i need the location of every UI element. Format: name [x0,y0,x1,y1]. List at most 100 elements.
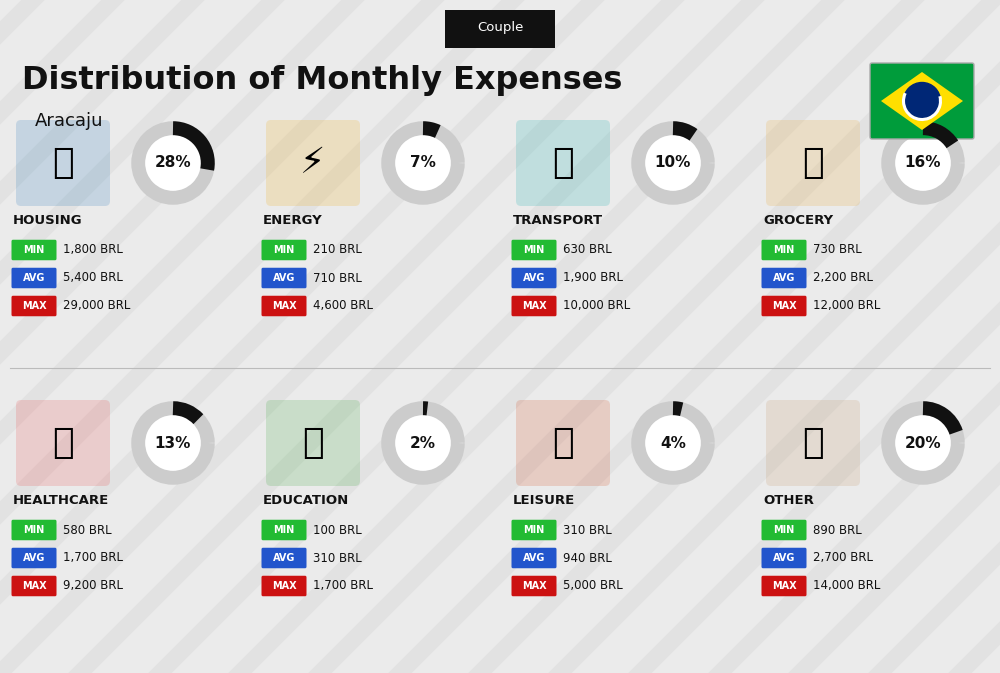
FancyBboxPatch shape [12,520,56,540]
Text: 16%: 16% [905,155,941,170]
Text: MIN: MIN [273,525,295,535]
Text: LEISURE: LEISURE [513,493,575,507]
FancyBboxPatch shape [512,295,556,316]
FancyBboxPatch shape [516,400,610,486]
Text: 10,000 BRL: 10,000 BRL [563,299,630,312]
Circle shape [633,123,713,203]
Text: 630 BRL: 630 BRL [563,244,612,256]
Text: 310 BRL: 310 BRL [563,524,612,536]
Text: 14,000 BRL: 14,000 BRL [813,579,880,592]
Text: AVG: AVG [273,273,295,283]
Text: 🛍: 🛍 [552,426,574,460]
Text: GROCERY: GROCERY [763,213,833,227]
Text: 710 BRL: 710 BRL [313,271,362,285]
FancyBboxPatch shape [16,120,110,206]
Circle shape [633,403,713,483]
Text: MAX: MAX [22,301,46,311]
Text: 4,600 BRL: 4,600 BRL [313,299,373,312]
Text: AVG: AVG [23,273,45,283]
FancyBboxPatch shape [266,120,360,206]
Text: 20%: 20% [905,435,941,450]
Text: 29,000 BRL: 29,000 BRL [63,299,130,312]
FancyBboxPatch shape [12,575,56,596]
Text: MAX: MAX [22,581,46,591]
FancyBboxPatch shape [12,548,56,568]
Text: AVG: AVG [23,553,45,563]
FancyBboxPatch shape [262,575,306,596]
Circle shape [383,403,463,483]
Text: AVG: AVG [273,553,295,563]
Text: AVG: AVG [523,273,545,283]
Text: 1,700 BRL: 1,700 BRL [63,551,123,565]
FancyBboxPatch shape [262,295,306,316]
Text: 100 BRL: 100 BRL [313,524,362,536]
Text: MIN: MIN [23,525,45,535]
Text: HEALTHCARE: HEALTHCARE [13,493,109,507]
Text: 2,700 BRL: 2,700 BRL [813,551,873,565]
Text: 🛒: 🛒 [802,146,824,180]
FancyBboxPatch shape [262,520,306,540]
Circle shape [883,403,963,483]
Text: 730 BRL: 730 BRL [813,244,862,256]
Text: MAX: MAX [272,581,296,591]
Circle shape [883,123,963,203]
Text: ⚡: ⚡ [300,146,326,180]
Text: 👜: 👜 [802,426,824,460]
FancyBboxPatch shape [762,295,806,316]
FancyBboxPatch shape [512,520,556,540]
Text: 210 BRL: 210 BRL [313,244,362,256]
Text: 🚌: 🚌 [552,146,574,180]
Text: 🏢: 🏢 [52,146,74,180]
Text: Distribution of Monthly Expenses: Distribution of Monthly Expenses [22,65,622,96]
Text: AVG: AVG [773,553,795,563]
Text: 2,200 BRL: 2,200 BRL [813,271,873,285]
Text: 12,000 BRL: 12,000 BRL [813,299,880,312]
Text: Couple: Couple [477,22,523,34]
Text: MIN: MIN [23,245,45,255]
Text: MIN: MIN [523,525,545,535]
Text: 940 BRL: 940 BRL [563,551,612,565]
Text: 1,800 BRL: 1,800 BRL [63,244,123,256]
Polygon shape [881,72,963,130]
Text: 28%: 28% [155,155,191,170]
Text: MIN: MIN [773,245,795,255]
Text: MIN: MIN [773,525,795,535]
FancyBboxPatch shape [762,268,806,288]
Text: MAX: MAX [522,301,546,311]
FancyBboxPatch shape [766,120,860,206]
Text: 5,000 BRL: 5,000 BRL [563,579,623,592]
Text: OTHER: OTHER [763,493,814,507]
Circle shape [133,403,213,483]
Text: 1,700 BRL: 1,700 BRL [313,579,373,592]
Text: MAX: MAX [272,301,296,311]
FancyBboxPatch shape [12,268,56,288]
Text: 9,200 BRL: 9,200 BRL [63,579,123,592]
FancyBboxPatch shape [262,548,306,568]
FancyBboxPatch shape [762,520,806,540]
FancyBboxPatch shape [266,400,360,486]
FancyBboxPatch shape [512,548,556,568]
FancyBboxPatch shape [512,268,556,288]
Text: AVG: AVG [523,553,545,563]
FancyBboxPatch shape [762,575,806,596]
Text: EDUCATION: EDUCATION [263,493,349,507]
Text: MAX: MAX [772,301,796,311]
Text: 7%: 7% [410,155,436,170]
Text: 890 BRL: 890 BRL [813,524,862,536]
FancyBboxPatch shape [445,10,555,48]
FancyBboxPatch shape [762,548,806,568]
Text: 2%: 2% [410,435,436,450]
Circle shape [133,123,213,203]
FancyBboxPatch shape [262,268,306,288]
Text: AVG: AVG [773,273,795,283]
Text: MIN: MIN [523,245,545,255]
Text: HOUSING: HOUSING [13,213,83,227]
FancyBboxPatch shape [516,120,610,206]
Text: ENERGY: ENERGY [263,213,323,227]
Text: 1,900 BRL: 1,900 BRL [563,271,623,285]
FancyBboxPatch shape [12,240,56,260]
Text: MAX: MAX [772,581,796,591]
Text: 🏥: 🏥 [52,426,74,460]
Text: 🎓: 🎓 [302,426,324,460]
Text: 10%: 10% [655,155,691,170]
